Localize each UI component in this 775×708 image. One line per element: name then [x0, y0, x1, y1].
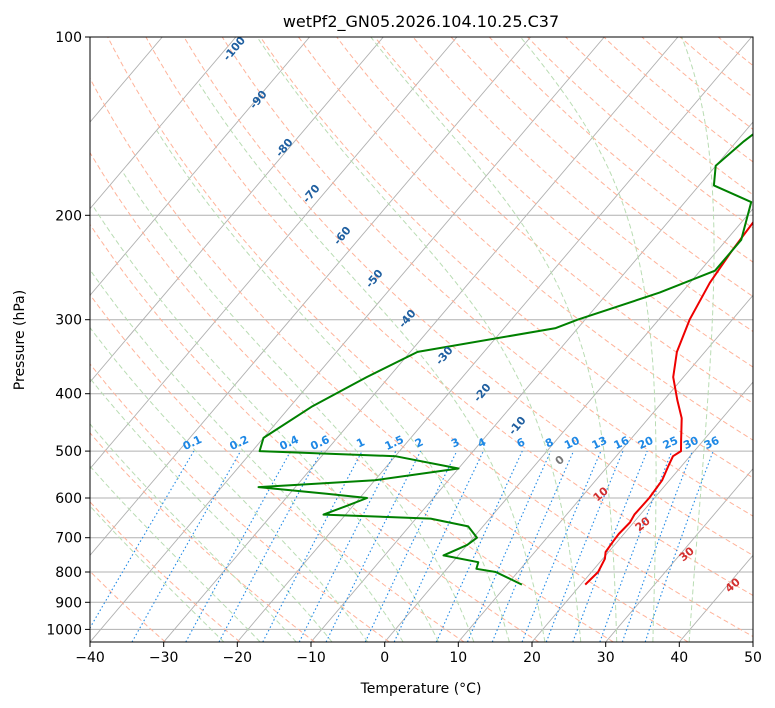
- isotherm-line: [90, 37, 605, 642]
- mixing-ratio-label: 36: [702, 434, 722, 452]
- mixing-ratio-line: [599, 450, 673, 642]
- y-tick-label: 1000: [46, 622, 82, 638]
- mixing-ratio-line: [466, 450, 552, 642]
- dry-adiabat-line: [412, 37, 753, 333]
- isotherm-line: [90, 37, 237, 210]
- moist-adiabat-line: [90, 465, 261, 642]
- temperature-line: [584, 220, 753, 586]
- y-axis-label: Pressure (hPa): [12, 290, 28, 390]
- dry-adiabat-line: [145, 37, 753, 597]
- profile-lines: [257, 133, 753, 586]
- x-tick-label: −20: [223, 650, 253, 666]
- chart-title: wetPf2_GN05.2026.104.10.25.C37: [283, 12, 559, 32]
- moist-adiabat-line: [681, 37, 715, 642]
- mixing-ratio-label: 30: [681, 434, 701, 452]
- x-tick-label: 30: [597, 650, 615, 666]
- mixing-ratio-label: 16: [612, 434, 632, 452]
- dry-adiabat-line: [183, 37, 753, 556]
- mixing-ratio-label: 20: [636, 434, 656, 452]
- x-tick-label: 10: [449, 650, 467, 666]
- mixing-ratio-line: [644, 450, 714, 642]
- y-tick-label: 800: [55, 565, 82, 581]
- dry-adiabat-line: [90, 223, 540, 642]
- isotherm-line: [605, 467, 753, 642]
- mixing-ratio-label: 10: [562, 434, 582, 452]
- isotherm-line: [310, 121, 753, 642]
- background-lines: [90, 37, 753, 642]
- isotherm-line: [384, 207, 753, 642]
- y-tick-label: 500: [55, 444, 82, 460]
- mixing-ratio-line: [325, 450, 422, 642]
- mixing-ratio-line: [435, 450, 523, 642]
- moist-adiabat-line: [90, 505, 225, 642]
- moist-adiabat-line: [90, 423, 297, 642]
- isotherm-line: [90, 37, 531, 556]
- mixing-ratio-line: [491, 450, 575, 642]
- plot-frame: [89, 36, 754, 643]
- moist-adiabat-line: [90, 268, 404, 642]
- isotherm-line: [90, 37, 310, 297]
- mixing-ratio-line: [545, 450, 624, 642]
- moist-adiabat-line: [123, 173, 475, 642]
- mixing-ratio-line: [572, 450, 648, 642]
- mixing-ratio-label: 25: [661, 434, 680, 452]
- y-tick-label: 200: [55, 208, 82, 224]
- dry-adiabat-line: [221, 37, 753, 517]
- y-tick-label: 900: [55, 595, 82, 611]
- isotherm-line: [90, 37, 458, 470]
- x-tick-label: 0: [380, 650, 389, 666]
- isotherm-line: [90, 37, 384, 383]
- x-tick-label: 40: [670, 650, 688, 666]
- mixing-ratio-line: [621, 450, 693, 642]
- moist-adiabat-line: [93, 207, 439, 642]
- x-axis-label: Temperature (°C): [360, 681, 482, 697]
- plot-background: [90, 37, 753, 642]
- dry-adiabat-line: [90, 77, 689, 642]
- mixing-ratio-label: 13: [590, 434, 609, 452]
- dry-adiabat-line: [90, 363, 390, 642]
- dry-adiabat-line: [90, 501, 241, 642]
- y-tick-label: 300: [55, 313, 82, 329]
- y-tick-label: 600: [55, 491, 82, 507]
- isotherm-line: [531, 381, 753, 642]
- mixing-ratio-line: [185, 450, 292, 642]
- x-tick-label: −10: [296, 650, 326, 666]
- dewpoint-line: [257, 133, 753, 586]
- mixing-ratio-line: [218, 450, 322, 642]
- axis-ticks: −40 −30 −20 −10 0 10 20 30 40 50 100 200 300 400 500 60…: [46, 30, 762, 666]
- y-tick-label: 700: [55, 531, 82, 547]
- y-tick-label: 100: [55, 30, 82, 46]
- dry-adiabat-line: [336, 37, 753, 404]
- x-tick-label: 20: [523, 650, 541, 666]
- moist-adiabat-line: [90, 326, 369, 642]
- dry-adiabat-line: [107, 37, 753, 638]
- y-tick-label: 400: [55, 387, 82, 403]
- mixing-ratio-line: [298, 450, 397, 642]
- isotherm-line: [752, 641, 753, 642]
- mixing-ratio-line: [521, 450, 602, 642]
- dry-adiabat-line: [298, 37, 753, 441]
- dry-adiabat-line: [90, 432, 315, 642]
- moist-adiabat-line: [90, 377, 333, 642]
- dry-adiabat-line: [450, 37, 753, 298]
- moist-adiabat-line: [156, 130, 510, 642]
- isotherm-line: [457, 294, 753, 642]
- x-tick-label: 50: [744, 650, 762, 666]
- moist-adiabat-line: [256, 37, 582, 642]
- x-tick-label: −30: [149, 650, 179, 666]
- x-tick-label: −40: [75, 650, 105, 666]
